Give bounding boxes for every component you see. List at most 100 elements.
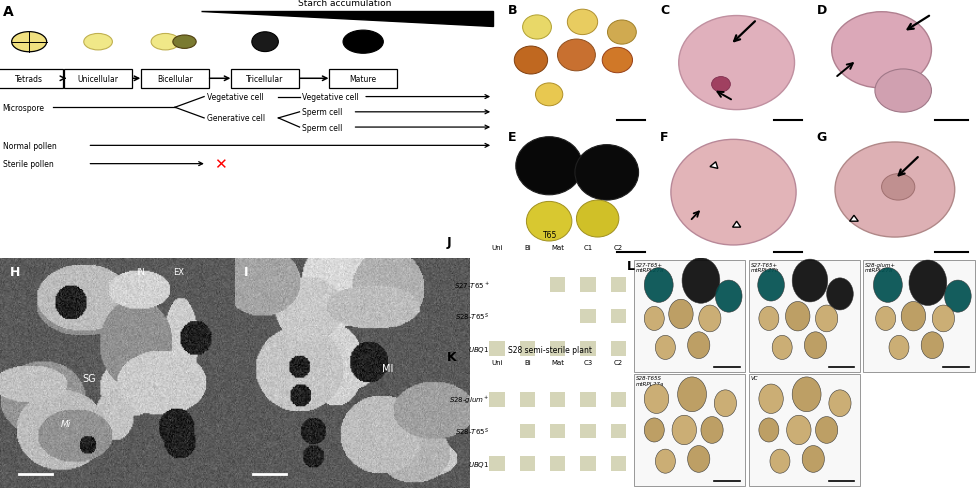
Text: S27-T65+
mtRPL27b: S27-T65+ mtRPL27b	[749, 262, 778, 273]
Bar	[580, 309, 595, 324]
Text: EX: EX	[173, 268, 184, 277]
Bar	[580, 456, 595, 471]
Text: Bicellular: Bicellular	[157, 75, 192, 83]
Circle shape	[84, 34, 112, 51]
Ellipse shape	[772, 336, 791, 360]
Ellipse shape	[758, 384, 783, 414]
Text: MI: MI	[381, 364, 393, 374]
Text: T65: T65	[542, 231, 557, 240]
Bar	[580, 278, 595, 292]
Bar	[488, 342, 504, 356]
Circle shape	[557, 40, 595, 72]
Text: C3: C3	[583, 359, 592, 365]
Text: Mi: Mi	[61, 419, 70, 428]
Text: Normal pollen: Normal pollen	[3, 142, 57, 150]
Text: K: K	[446, 350, 456, 363]
Text: Unicellular: Unicellular	[77, 75, 118, 83]
Text: VC: VC	[749, 376, 757, 381]
Ellipse shape	[944, 281, 970, 312]
Ellipse shape	[872, 268, 902, 303]
Circle shape	[173, 36, 196, 49]
Bar	[549, 278, 565, 292]
Text: Sperm cell: Sperm cell	[302, 108, 342, 117]
Ellipse shape	[874, 307, 895, 331]
Ellipse shape	[681, 258, 719, 304]
Text: S28-glum+
mtRPL27a: S28-glum+ mtRPL27a	[865, 262, 895, 273]
Text: Sterile pollen: Sterile pollen	[3, 160, 54, 169]
Text: A: A	[3, 4, 14, 19]
Text: C2: C2	[614, 359, 622, 365]
FancyBboxPatch shape	[0, 69, 64, 89]
Ellipse shape	[701, 417, 722, 444]
Ellipse shape	[668, 300, 693, 329]
Ellipse shape	[655, 449, 675, 473]
Ellipse shape	[713, 390, 736, 417]
Ellipse shape	[900, 302, 924, 331]
Ellipse shape	[826, 278, 852, 310]
Bar	[634, 374, 744, 486]
Ellipse shape	[714, 281, 742, 312]
Ellipse shape	[815, 305, 837, 332]
Text: Bi: Bi	[524, 359, 531, 365]
Circle shape	[874, 70, 930, 113]
Bar	[748, 261, 859, 372]
Text: Bi: Bi	[524, 244, 531, 250]
Ellipse shape	[687, 332, 709, 359]
Text: ✕: ✕	[213, 157, 226, 172]
Bar	[520, 342, 534, 356]
Text: $UBQ1$: $UBQ1$	[468, 459, 488, 468]
Circle shape	[343, 31, 383, 54]
Bar	[580, 342, 595, 356]
Circle shape	[12, 33, 47, 53]
Ellipse shape	[677, 377, 705, 412]
Ellipse shape	[644, 384, 668, 414]
Text: C2: C2	[614, 244, 622, 250]
Text: F: F	[659, 131, 667, 144]
FancyBboxPatch shape	[64, 69, 132, 89]
Bar	[580, 424, 595, 438]
Text: Sperm cell: Sperm cell	[302, 123, 342, 132]
Ellipse shape	[920, 332, 943, 359]
Circle shape	[575, 201, 618, 238]
Bar	[520, 424, 534, 438]
Text: Vegetative cell: Vegetative cell	[302, 93, 359, 102]
Ellipse shape	[644, 307, 663, 331]
Ellipse shape	[655, 336, 675, 360]
Ellipse shape	[908, 261, 946, 306]
Ellipse shape	[758, 307, 778, 331]
Circle shape	[535, 84, 562, 106]
Bar	[748, 374, 859, 486]
Ellipse shape	[671, 415, 696, 445]
Text: G: G	[816, 131, 827, 144]
Bar	[610, 456, 625, 471]
Text: S27-T65+
mtRPL27a: S27-T65+ mtRPL27a	[635, 262, 663, 273]
Circle shape	[602, 48, 632, 74]
FancyBboxPatch shape	[329, 69, 397, 89]
Circle shape	[880, 174, 913, 201]
Ellipse shape	[785, 302, 809, 331]
Bar	[580, 392, 595, 407]
Bar	[634, 261, 744, 372]
Text: S28 semi-sterile plant: S28 semi-sterile plant	[508, 346, 591, 354]
Polygon shape	[709, 163, 717, 169]
Text: J: J	[446, 236, 451, 248]
Text: Mature: Mature	[349, 75, 376, 83]
Ellipse shape	[888, 336, 908, 360]
Ellipse shape	[786, 415, 810, 445]
Ellipse shape	[644, 268, 672, 303]
Ellipse shape	[801, 446, 824, 472]
Bar	[549, 342, 565, 356]
Text: I: I	[244, 265, 248, 279]
Text: Uni: Uni	[490, 359, 502, 365]
Text: C1: C1	[583, 244, 592, 250]
Ellipse shape	[644, 418, 663, 442]
Polygon shape	[849, 216, 858, 222]
Circle shape	[150, 34, 180, 51]
Text: Mat: Mat	[551, 244, 564, 250]
Bar	[610, 392, 625, 407]
FancyBboxPatch shape	[231, 69, 299, 89]
Ellipse shape	[803, 332, 826, 359]
Circle shape	[830, 13, 930, 89]
Circle shape	[526, 202, 572, 242]
Ellipse shape	[769, 449, 789, 473]
